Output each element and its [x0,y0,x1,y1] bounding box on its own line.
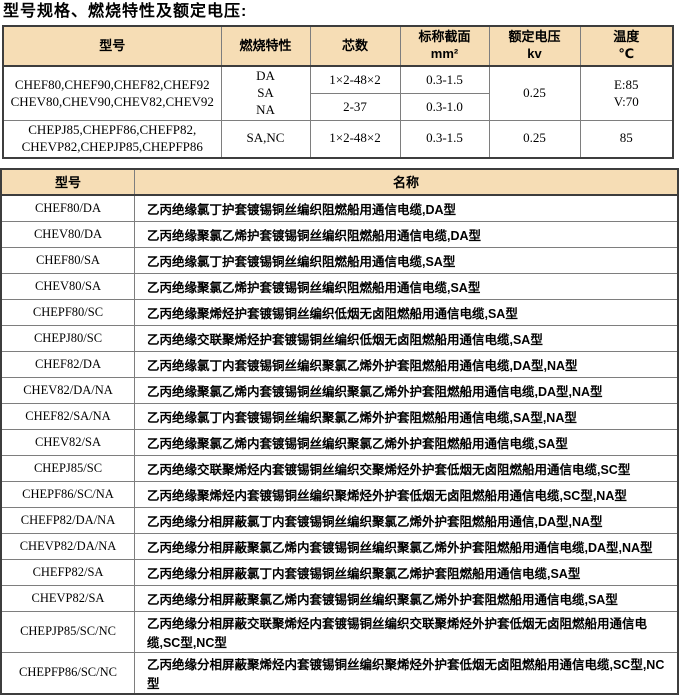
cable-name: 乙丙绝缘聚烯烃护套镀锡铜丝编织低烟无卤阻燃船用通信电缆,SA型 [134,298,679,326]
spec-models-group2: CHEPJ85,CHEPF86,CHEFP82, CHEVP82,CHEPJP8… [2,119,222,159]
spec-burning-group2: SA,NC [220,119,311,159]
spec-header-section: 标称截面 mm² [399,25,490,67]
cable-name: 乙丙绝缘聚氯乙烯内套镀锡铜丝编织聚氯乙烯外护套阻燃船用通信电缆,DA型,NA型 [134,376,679,404]
table-row: CHEFP82/SA 乙丙绝缘分相屏蔽氯丁内套镀锡铜丝编织聚氯乙烯护套阻燃船用通信… [0,558,679,586]
spec-header-row: 型号 燃烧特性 芯数 标称截面 mm² 额定电压 kv 温度 ℃ [2,25,674,67]
spec-voltage-group1: 0.25 [488,65,581,121]
model-code: CHEPF80/SC [0,298,135,326]
model-code: CHEPF86/SC/NA [0,480,135,508]
name-header-row: 型号 名称 [0,168,679,196]
name-header-model: 型号 [0,168,135,196]
spec-models-group1: CHEF80,CHEF90,CHEF82,CHEF92 CHEV80,CHEV9… [2,65,222,121]
model-code: CHEF80/DA [0,194,135,222]
model-code: CHEF82/SA/NA [0,402,135,430]
model-code: CHEV80/DA [0,220,135,248]
table-row: CHEF80/DA 乙丙绝缘氯丁护套镀锡铜丝编织阻燃船用通信电缆,DA型 [0,194,679,222]
table-row: CHEPF80/SC 乙丙绝缘聚烯烃护套镀锡铜丝编织低烟无卤阻燃船用通信电缆,SA… [0,298,679,326]
spec-row-group1b: 2-37 0.3-1.0 [3,93,673,121]
model-code: CHEV82/SA [0,428,135,456]
cable-name: 乙丙绝缘聚氯乙烯护套镀锡铜丝编织阻燃船用通信电缆,DA型 [134,220,679,248]
model-code: CHEVP82/SA [0,584,135,612]
spec-temp-group1: E:85 V:70 [579,65,674,121]
spec-cores-2: 2-37 [309,93,401,121]
spec-cores-group2: 1×2-48×2 [309,119,401,159]
spec-header-burning: 燃烧特性 [220,25,311,67]
spec-voltage-group2: 0.25 [488,119,581,159]
spec-table: 型号 燃烧特性 芯数 标称截面 mm² 额定电压 kv 温度 ℃ CHEF80,… [2,25,674,159]
spec-section-1: 0.3-1.5 [399,65,490,94]
name-table: 型号 名称 CHEF80/DA 乙丙绝缘氯丁护套镀锡铜丝编织阻燃船用通信电缆,DA… [0,167,679,695]
table-row: CHEV80/SA 乙丙绝缘聚氯乙烯护套镀锡铜丝编织阻燃船用通信电缆,SA型 [0,272,679,300]
model-code: CHEPJ85/SC [0,454,135,482]
cable-name: 乙丙绝缘分相屏蔽交联聚烯烃内套镀锡铜丝编织交联聚烯烃外护套低烟无卤阻燃船用通信电… [134,610,679,653]
model-code: CHEF82/DA [0,350,135,378]
table-row: CHEPF86/SC/NA 乙丙绝缘聚烯烃内套镀锡铜丝编织聚烯烃外护套低烟无卤阻燃… [0,480,679,508]
table-row: CHEV82/SA 乙丙绝缘聚氯乙烯内套镀锡铜丝编织聚氯乙烯外护套阻燃船用通信电缆… [0,428,679,456]
table-row: CHEPJP85/SC/NC 乙丙绝缘分相屏蔽交联聚烯烃内套镀锡铜丝编织交联聚烯烃… [0,610,679,653]
cable-name: 乙丙绝缘交联聚烯烃护套镀锡铜丝编织低烟无卤阻燃船用通信电缆,SA型 [134,324,679,352]
spec-temp-group2: 85 [579,119,674,159]
model-code: CHEV82/DA/NA [0,376,135,404]
spec-header-voltage: 额定电压 kv [488,25,581,67]
model-code: CHEVP82/DA/NA [0,532,135,560]
cable-name: 乙丙绝缘氯丁内套镀锡铜丝编织聚氯乙烯外护套阻燃船用通信电缆,SA型,NA型 [134,402,679,430]
cable-name: 乙丙绝缘分相屏蔽聚氯乙烯内套镀锡铜丝编织聚氯乙烯外护套阻燃船用通信电缆,DA型,… [134,532,679,560]
cable-name: 乙丙绝缘聚氯乙烯内套镀锡铜丝编织聚氯乙烯外护套阻燃船用通信电缆,SA型 [134,428,679,456]
table-row: CHEVP82/SA 乙丙绝缘分相屏蔽聚氯乙烯内套镀锡铜丝编织聚氯乙烯外护套阻燃船… [0,584,679,612]
cable-name: 乙丙绝缘分相屏蔽氯丁内套镀锡铜丝编织聚氯乙烯外护套阻燃船用通信,DA型,NA型 [134,506,679,534]
cable-name: 乙丙绝缘氯丁内套镀锡铜丝编织聚氯乙烯外护套阻燃船用通信电缆,DA型,NA型 [134,350,679,378]
model-code: CHEPFP86/SC/NC [0,651,135,695]
page-title: 型号规格、燃烧特性及额定电压: [3,3,248,20]
spec-header-cores: 芯数 [309,25,401,67]
model-code: CHEFP82/SA [0,558,135,586]
table-row: CHEPJ80/SC 乙丙绝缘交联聚烯烃护套镀锡铜丝编织低烟无卤阻燃船用通信电缆,… [0,324,679,352]
table-row: CHEVP82/DA/NA 乙丙绝缘分相屏蔽聚氯乙烯内套镀锡铜丝编织聚氯乙烯外护套… [0,532,679,560]
model-code: CHEV80/SA [0,272,135,300]
spec-header-temp: 温度 ℃ [579,25,674,67]
cable-name: 乙丙绝缘分相屏蔽氯丁内套镀锡铜丝编织聚氯乙烯护套阻燃船用通信电缆,SA型 [134,558,679,586]
spec-header-model: 型号 [2,25,222,67]
cable-name: 乙丙绝缘分相屏蔽聚烯烃内套镀锡铜丝编织聚烯烃外护套低烟无卤阻燃船用通信电缆,SC… [134,651,679,695]
cable-name: 乙丙绝缘氯丁护套镀锡铜丝编织阻燃船用通信电缆,SA型 [134,246,679,274]
model-code: CHEPJ80/SC [0,324,135,352]
spec-cores-1: 1×2-48×2 [309,65,401,94]
table-row: CHEFP82/DA/NA 乙丙绝缘分相屏蔽氯丁内套镀锡铜丝编织聚氯乙烯外护套阻燃… [0,506,679,534]
spec-row-group1a: CHEF80,CHEF90,CHEF82,CHEF92 CHEV80,CHEV9… [2,65,674,121]
table-row: CHEF82/DA 乙丙绝缘氯丁内套镀锡铜丝编织聚氯乙烯外护套阻燃船用通信电缆,D… [0,350,679,378]
table-row: CHEPFP86/SC/NC 乙丙绝缘分相屏蔽聚烯烃内套镀锡铜丝编织聚烯烃外护套低… [0,651,679,695]
cable-name: 乙丙绝缘氯丁护套镀锡铜丝编织阻燃船用通信电缆,DA型 [134,194,679,222]
cable-name: 乙丙绝缘分相屏蔽聚氯乙烯内套镀锡铜丝编织聚氯乙烯外护套阻燃船用通信电缆,SA型 [134,584,679,612]
table-row: CHEPJ85/SC 乙丙绝缘交联聚烯烃内套镀锡铜丝编织交聚烯烃外护套低烟无卤阻燃… [0,454,679,482]
model-code: CHEPJP85/SC/NC [0,610,135,653]
cable-name: 乙丙绝缘聚烯烃内套镀锡铜丝编织聚烯烃外护套低烟无卤阻燃船用通信电缆,SC型,NA… [134,480,679,508]
model-code: CHEFP82/DA/NA [0,506,135,534]
spec-section-group2: 0.3-1.5 [399,119,490,159]
cable-name: 乙丙绝缘聚氯乙烯护套镀锡铜丝编织阻燃船用通信电缆,SA型 [134,272,679,300]
table-row: CHEF80/SA 乙丙绝缘氯丁护套镀锡铜丝编织阻燃船用通信电缆,SA型 [0,246,679,274]
name-header-name: 名称 [134,168,679,196]
model-code: CHEF80/SA [0,246,135,274]
table-row: CHEV82/DA/NA 乙丙绝缘聚氯乙烯内套镀锡铜丝编织聚氯乙烯外护套阻燃船用通… [0,376,679,404]
table-row: CHEF82/SA/NA 乙丙绝缘氯丁内套镀锡铜丝编织聚氯乙烯外护套阻燃船用通信电… [0,402,679,430]
spec-row-group2: CHEPJ85,CHEPF86,CHEFP82, CHEVP82,CHEPJP8… [2,119,674,159]
spec-section-2: 0.3-1.0 [399,93,490,121]
spec-burning-group1: DA SA NA [220,65,311,121]
cable-name: 乙丙绝缘交联聚烯烃内套镀锡铜丝编织交聚烯烃外护套低烟无卤阻燃船用通信电缆,SC型 [134,454,679,482]
table-row: CHEV80/DA 乙丙绝缘聚氯乙烯护套镀锡铜丝编织阻燃船用通信电缆,DA型 [0,220,679,248]
